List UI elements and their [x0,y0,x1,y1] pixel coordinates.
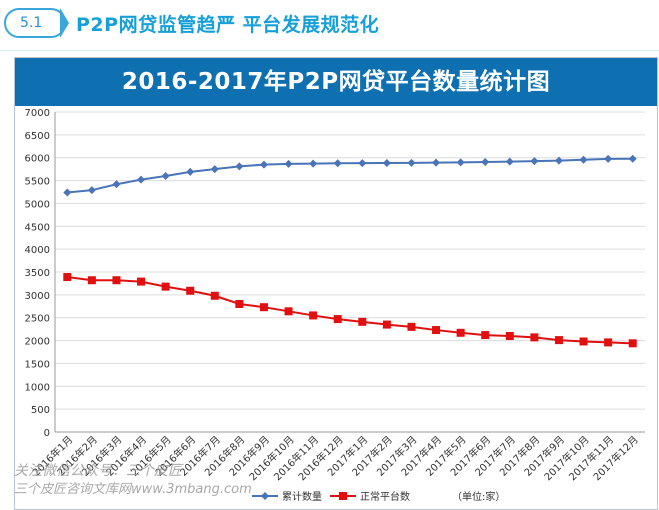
y-tick-label: 4500 [25,222,50,233]
data-point [112,180,121,189]
data-point [554,156,563,165]
data-point [358,317,367,326]
data-point [210,291,219,300]
legend-label: 正常平台数 [360,490,410,503]
legend-marker [339,492,347,500]
data-point [579,337,588,346]
y-tick-label: 6500 [25,131,50,142]
data-point [235,162,244,171]
data-point [161,172,170,180]
y-tick-label: 500 [31,405,50,416]
data-point [432,326,441,335]
data-point [259,303,268,312]
series-line-1 [67,157,633,194]
data-point [284,307,293,316]
section-number-badge: 5.1 [4,8,66,38]
y-tick-label: 7000 [25,108,50,119]
data-point [628,339,637,348]
data-point [382,158,391,167]
y-tick-label: 6000 [25,154,50,165]
data-point [530,333,539,342]
data-point [481,331,490,340]
y-tick-label: 5500 [25,177,50,188]
y-tick-label: 1000 [25,382,50,393]
data-point [530,157,539,166]
y-tick-label: 0 [44,428,50,439]
y-tick-label: 5000 [25,199,50,210]
data-point [456,328,465,337]
data-point [505,157,514,166]
unit-note: （单位:家） [452,490,505,503]
data-point [112,276,121,285]
chart-title-bar [15,58,657,106]
y-tick-label: 2500 [25,314,50,325]
data-point [235,300,244,308]
data-point [333,159,342,168]
y-tick-label: 3000 [25,291,50,302]
data-point [432,158,441,167]
data-point [284,159,293,168]
data-point [186,167,195,176]
y-tick-label: 3500 [25,268,50,279]
data-point [309,159,318,168]
data-point [456,158,465,167]
header-divider [0,50,659,51]
data-point [358,159,367,168]
data-point [210,165,219,174]
data-point [137,277,146,286]
data-point [161,282,170,291]
chevron-right-icon [60,8,69,38]
data-point [554,336,563,345]
data-point [407,322,416,331]
data-point [63,273,72,282]
y-tick-label: 4000 [25,245,50,256]
data-point [63,188,72,197]
data-point [579,155,588,164]
data-point [481,158,490,167]
data-point [407,158,416,167]
data-point [259,160,268,169]
data-point [87,186,96,195]
data-point [186,286,195,295]
data-point [604,338,613,347]
data-point [604,154,613,163]
data-point [137,175,146,184]
chart-title: 2016-2017年P2P网贷平台数量统计图 [121,69,551,95]
legend-marker [261,492,269,500]
section-title: P2P网贷监管趋严 平台发展规范化 [76,14,380,36]
data-point [382,320,391,329]
y-tick-label: 1500 [25,359,50,370]
data-point [87,276,96,285]
data-point [628,154,637,163]
data-point [309,311,318,320]
data-point [505,332,514,340]
data-point [333,315,342,324]
legend-label: 累计数量 [282,490,322,503]
chart-frame [14,57,658,510]
y-tick-label: 2000 [25,337,50,348]
section-header: 5.1 P2P网贷监管趋严 平台发展规范化 [0,0,659,50]
series-line-2 [67,276,633,345]
